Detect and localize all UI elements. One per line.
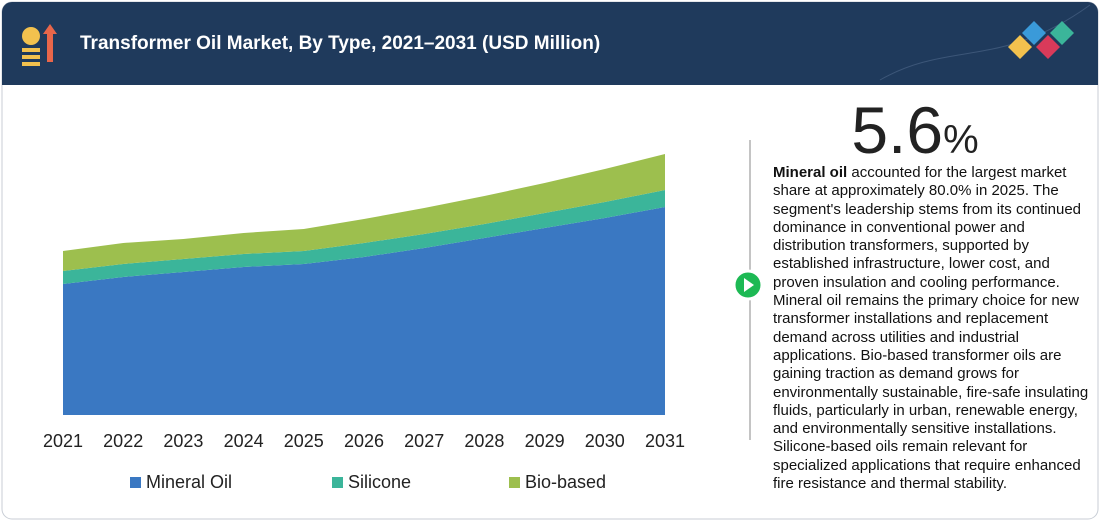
area [63, 190, 665, 284]
x-tick-label: 2029 [525, 431, 565, 451]
legend-label: Bio-based [525, 472, 606, 492]
x-tick-label: 2023 [163, 431, 203, 451]
legend-swatch [332, 477, 343, 488]
x-tick-label: 2031 [645, 431, 685, 451]
x-tick-label: 2026 [344, 431, 384, 451]
stat-unit: % [943, 118, 979, 162]
x-tick-label: 2028 [464, 431, 504, 451]
area [63, 207, 665, 415]
x-tick-label: 2027 [404, 431, 444, 451]
arrow-icon [744, 278, 754, 292]
description: Mineral oil accounted for the largest ma… [773, 164, 1091, 493]
area [63, 154, 665, 271]
stat-value: 5.6 [851, 93, 944, 167]
stat: 5.6% [770, 92, 1060, 168]
header-icon [22, 24, 57, 66]
description-lead: Mineral oil [773, 164, 848, 181]
x-tick-label: 2021 [43, 431, 83, 451]
legend-swatch [130, 477, 141, 488]
x-tick-label: 2024 [224, 431, 264, 451]
x-tick-label: 2025 [284, 431, 324, 451]
header-band [2, 2, 1098, 85]
logo [1008, 21, 1074, 59]
chart-title: Transformer Oil Market, By Type, 2021–20… [80, 33, 600, 54]
legend-swatch [509, 477, 520, 488]
legend-label: Silicone [348, 472, 411, 492]
legend-label: Mineral Oil [146, 472, 232, 492]
x-tick-label: 2030 [585, 431, 625, 451]
x-tick-label: 2022 [103, 431, 143, 451]
description-text: accounted for the largest market share a… [773, 164, 1089, 493]
